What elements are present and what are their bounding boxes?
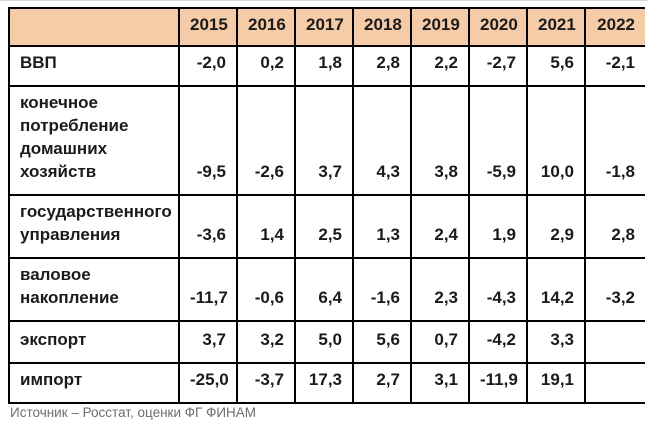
table-cell: 1,9 xyxy=(468,194,528,259)
header-year-2020: 2020 xyxy=(468,7,528,47)
table-cell: -1,6 xyxy=(352,257,412,322)
table-cell: 0,7 xyxy=(410,320,470,364)
table-cell: 2,7 xyxy=(352,362,412,404)
header-year-2016: 2016 xyxy=(236,7,296,47)
table-cell: 3,3 xyxy=(526,320,586,364)
table-cell: -3,2 xyxy=(584,257,645,322)
table-cell: 0,2 xyxy=(236,45,296,87)
table-row-gross-accumulation: валовое накопление -11,7 -0,6 6,4 -1,6 2… xyxy=(8,257,645,322)
table-cell: -4,3 xyxy=(468,257,528,322)
table-cell: -11,7 xyxy=(178,257,238,322)
table-cell: -2,1 xyxy=(584,45,645,87)
table-row-household-consumption: конечное потребление домашних хозяйств -… xyxy=(8,85,645,196)
header-year-2015: 2015 xyxy=(178,7,238,47)
row-label-import: импорт xyxy=(8,362,180,404)
row-label-gdp: ВВП xyxy=(8,45,180,87)
table-cell: -1,8 xyxy=(584,85,645,196)
header-year-2019: 2019 xyxy=(410,7,470,47)
header-empty-cell xyxy=(8,7,180,47)
table-cell: 5,6 xyxy=(352,320,412,364)
header-year-2017: 2017 xyxy=(294,7,354,47)
indicators-table: 2015 2016 2017 2018 2019 2020 2021 2022 … xyxy=(8,7,645,404)
header-year-2021: 2021 xyxy=(526,7,586,47)
row-label-household-consumption: конечное потребление домашних хозяйств xyxy=(8,85,180,196)
table-cell: 2,8 xyxy=(352,45,412,87)
table-cell: 5,6 xyxy=(526,45,586,87)
table-row-import: импорт -25,0 -3,7 17,3 2,7 3,1 -11,9 19,… xyxy=(8,362,645,404)
table-cell: -2,7 xyxy=(468,45,528,87)
table-header-row: 2015 2016 2017 2018 2019 2020 2021 2022 xyxy=(8,7,645,47)
header-year-2018: 2018 xyxy=(352,7,412,47)
table-cell: -2,0 xyxy=(178,45,238,87)
table-cell: 5,0 xyxy=(294,320,354,364)
row-label-gross-accumulation: валовое накопление xyxy=(8,257,180,322)
table-cell: 2,8 xyxy=(584,194,645,259)
table-cell: -3,6 xyxy=(178,194,238,259)
table-cell: 4,3 xyxy=(352,85,412,196)
table-cell: -0,6 xyxy=(236,257,296,322)
table-cell xyxy=(584,362,645,404)
table-cell: 2,5 xyxy=(294,194,354,259)
top-edge-artifact-line xyxy=(0,0,648,1)
table-cell: 2,9 xyxy=(526,194,586,259)
table-cell: 3,7 xyxy=(178,320,238,364)
table-cell: 6,4 xyxy=(294,257,354,322)
table-cell: 3,7 xyxy=(294,85,354,196)
table-cell: 2,2 xyxy=(410,45,470,87)
table-cell: 1,4 xyxy=(236,194,296,259)
table-row-government: государственного управления -3,6 1,4 2,5… xyxy=(8,194,645,259)
table-cell: -4,2 xyxy=(468,320,528,364)
table-cell: 14,2 xyxy=(526,257,586,322)
table-cell: 3,1 xyxy=(410,362,470,404)
table-cell: 2,4 xyxy=(410,194,470,259)
table-cell: 1,8 xyxy=(294,45,354,87)
table-cell: -11,9 xyxy=(468,362,528,404)
table-row-gdp: ВВП -2,0 0,2 1,8 2,8 2,2 -2,7 5,6 -2,1 xyxy=(8,45,645,87)
row-label-government: государственного управления xyxy=(8,194,180,259)
table-row-export: экспорт 3,7 3,2 5,0 5,6 0,7 -4,2 3,3 xyxy=(8,320,645,364)
table-cell xyxy=(584,320,645,364)
header-year-2022: 2022 xyxy=(584,7,645,47)
table-cell: 1,3 xyxy=(352,194,412,259)
table-cell: 3,2 xyxy=(236,320,296,364)
table-cell: -9,5 xyxy=(178,85,238,196)
row-label-export: экспорт xyxy=(8,320,180,364)
table-cell: -25,0 xyxy=(178,362,238,404)
table-cell: -5,9 xyxy=(468,85,528,196)
table-cell: 2,3 xyxy=(410,257,470,322)
table-cell: 19,1 xyxy=(526,362,586,404)
table-cell: 17,3 xyxy=(294,362,354,404)
table-cell: 10,0 xyxy=(526,85,586,196)
table-cell: -3,7 xyxy=(236,362,296,404)
table-cell: 3,8 xyxy=(410,85,470,196)
table-cell: -2,6 xyxy=(236,85,296,196)
source-caption: Источник – Росстат, оценки ФГ ФИНАМ xyxy=(10,405,257,420)
